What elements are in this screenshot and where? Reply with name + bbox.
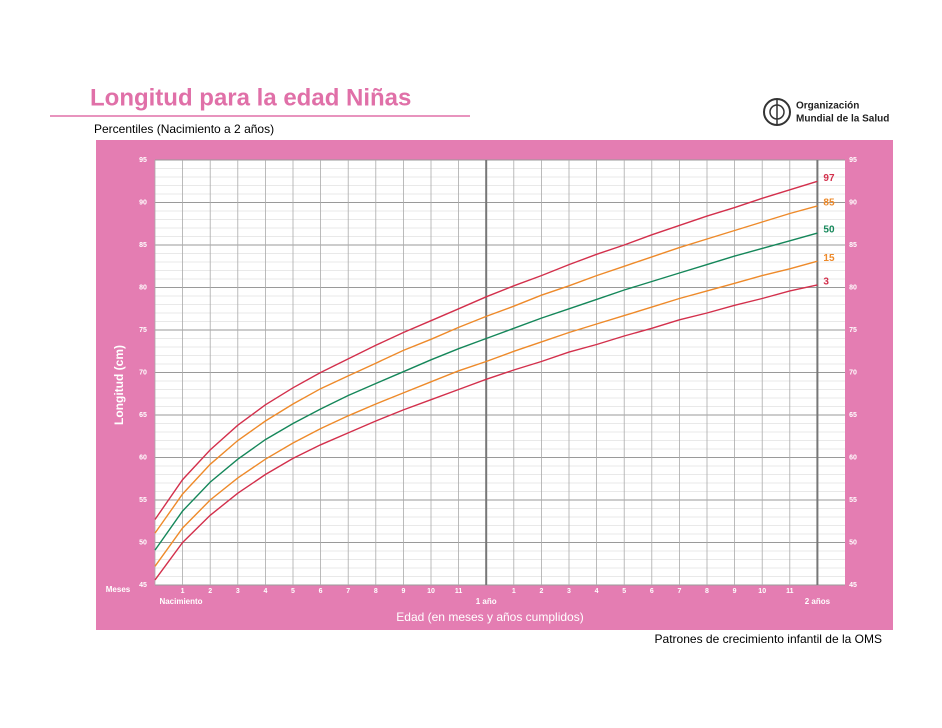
x-tick-label: 6: [319, 588, 323, 595]
footer: Patrones de crecimiento infantil de la O…: [655, 632, 882, 646]
chart-title: Longitud para la edad Niñas: [90, 84, 411, 111]
y-tick-label: 75: [139, 327, 147, 334]
y-tick-label: 50: [849, 539, 857, 546]
x-tick-label: 1 año: [476, 597, 497, 606]
series-label: 85: [823, 198, 835, 209]
y-tick-label: 60: [849, 454, 857, 461]
x-tick-label: 1: [181, 588, 185, 595]
y-tick-label: 90: [849, 199, 857, 206]
x-tick-label: 3: [567, 588, 571, 595]
percentile-line: [154, 180, 818, 520]
y-tick-label: 45: [849, 582, 857, 589]
y-tick-label: 95: [139, 157, 147, 164]
x-tick-label: 4: [595, 588, 599, 595]
series-label: 15: [823, 253, 835, 264]
x-tick-label: 10: [427, 588, 435, 595]
x-tick-label: 11: [455, 588, 463, 595]
y-tick-label: 45: [139, 582, 147, 589]
x-tick-label: Nacimiento: [159, 597, 202, 606]
x-tick-label: 3: [236, 588, 240, 595]
y-tick-label: 85: [139, 242, 147, 249]
x-tick-label: 8: [705, 588, 709, 595]
y-tick-label: 85: [849, 242, 857, 249]
org-name: Organización: [796, 101, 859, 112]
x-tick-label: 5: [622, 588, 626, 595]
x-tick-label: 2: [539, 588, 543, 595]
y-tick-label: 80: [139, 284, 147, 291]
y-tick-label: 50: [139, 539, 147, 546]
y-tick-label: 70: [139, 369, 147, 376]
y-tick-label: 70: [849, 369, 857, 376]
x-tick-label: 7: [346, 588, 350, 595]
series-label: 97: [823, 173, 835, 184]
x-tick-label: 7: [677, 588, 681, 595]
x-tick-label: 11: [786, 588, 794, 595]
y-tick-label: 65: [139, 412, 147, 419]
x-tick-label: 6: [650, 588, 654, 595]
x-tick-label: 9: [401, 588, 405, 595]
y-axis-title: Longitud (cm): [112, 345, 126, 425]
percentile-line: [154, 232, 818, 551]
y-tick-label: 90: [139, 199, 147, 206]
x-axis-title: Edad (en meses y años cumplidos): [396, 610, 583, 624]
y-tick-label: 60: [139, 454, 147, 461]
x-tick-label: 10: [758, 588, 766, 595]
y-tick-label: 55: [849, 497, 857, 504]
x-tick-label: 8: [374, 588, 378, 595]
x-tick-label: 4: [263, 588, 267, 595]
org-name: Mundial de la Salud: [796, 114, 889, 125]
y-tick-label: 95: [849, 157, 857, 164]
percentile-line: [154, 284, 818, 581]
y-tick-label: 80: [849, 284, 857, 291]
series-label: 50: [823, 225, 835, 236]
chart-subtitle: Percentiles (Nacimiento a 2 años): [94, 122, 274, 136]
x-tick-label: 1: [512, 588, 516, 595]
x-unit-label: Meses: [106, 585, 131, 594]
x-tick-label: 2: [208, 588, 212, 595]
x-tick-label: 2 años: [805, 597, 831, 606]
y-tick-label: 75: [849, 327, 857, 334]
series-label: 3: [823, 277, 829, 288]
logo: [763, 98, 791, 126]
x-tick-label: 9: [733, 588, 737, 595]
x-tick-label: 5: [291, 588, 295, 595]
y-tick-label: 55: [139, 497, 147, 504]
y-tick-label: 65: [849, 412, 857, 419]
percentile-line: [154, 205, 818, 534]
percentile-line: [154, 260, 818, 567]
